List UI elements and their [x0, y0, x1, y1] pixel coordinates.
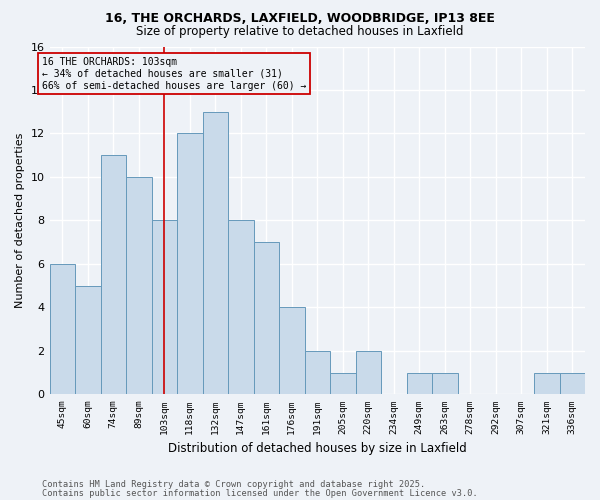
Bar [101, 155, 126, 394]
X-axis label: Distribution of detached houses by size in Laxfield: Distribution of detached houses by size … [168, 442, 467, 455]
Bar [254, 242, 279, 394]
Y-axis label: Number of detached properties: Number of detached properties [15, 132, 25, 308]
Bar [356, 351, 381, 395]
Text: 16, THE ORCHARDS, LAXFIELD, WOODBRIDGE, IP13 8EE: 16, THE ORCHARDS, LAXFIELD, WOODBRIDGE, … [105, 12, 495, 26]
Bar [152, 220, 177, 394]
Bar [203, 112, 228, 395]
Bar [75, 286, 101, 395]
Text: Contains HM Land Registry data © Crown copyright and database right 2025.: Contains HM Land Registry data © Crown c… [42, 480, 425, 489]
Bar [560, 372, 585, 394]
Bar [279, 308, 305, 394]
Text: Contains public sector information licensed under the Open Government Licence v3: Contains public sector information licen… [42, 488, 478, 498]
Bar [432, 372, 458, 394]
Bar [330, 372, 356, 394]
Bar [50, 264, 75, 394]
Text: Size of property relative to detached houses in Laxfield: Size of property relative to detached ho… [136, 25, 464, 38]
Bar [305, 351, 330, 395]
Bar [407, 372, 432, 394]
Bar [126, 177, 152, 394]
Bar [534, 372, 560, 394]
Bar [177, 134, 203, 394]
Bar [228, 220, 254, 394]
Text: 16 THE ORCHARDS: 103sqm
← 34% of detached houses are smaller (31)
66% of semi-de: 16 THE ORCHARDS: 103sqm ← 34% of detache… [42, 58, 306, 90]
